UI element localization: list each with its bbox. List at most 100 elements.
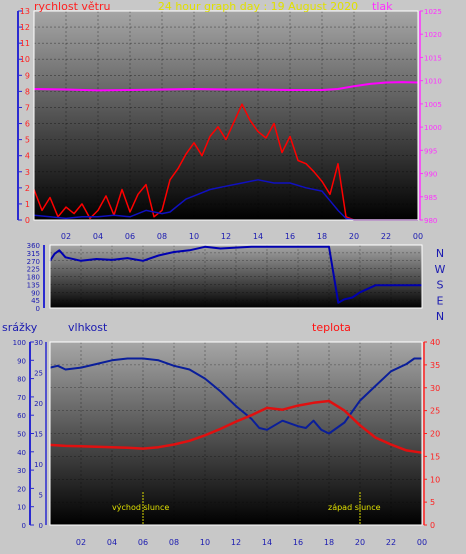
wind-tick-label: 12 [20,23,30,32]
wind-tick-label: 8 [25,87,30,96]
x-tick-label: 14 [262,538,272,547]
plot-frame [49,244,423,309]
temperature-tick-label: 25 [430,407,440,416]
rain-tick-label: 50 [17,431,26,439]
humidity-tick-label: 10 [34,461,43,469]
rain-tick-label: 100 [13,339,26,347]
pressure-tick-label: 990 [424,171,437,179]
rain-tick-label: 40 [17,449,26,457]
humidity-tick-label: 0 [39,522,43,530]
x-tick-label: 20 [349,232,359,241]
wind-direction-series [49,245,422,304]
compass-label: W [435,263,446,276]
wind-tick-label: 13 [20,7,30,16]
direction-tick-label: 225 [27,266,40,274]
x-tick-label: 06 [138,538,148,547]
pressure-tick-label: 1025 [424,8,442,16]
wind-pressure-panel: 0123456789101112139809859909951000100510… [17,7,442,241]
wind-tick-label: 9 [25,71,30,80]
rain-tick-label: 20 [17,485,26,493]
direction-tick-label: 45 [31,297,40,305]
x-tick-label: 18 [317,232,327,241]
wind-average-line [33,179,418,221]
wind-speed-label: rychlost větru [34,0,110,13]
humidity-tick-label: 20 [34,400,43,408]
chart-title: 24 hour graph day : 19 August 2020 [158,0,358,13]
compass-label: N [436,310,444,323]
rain-tick-label: 80 [17,376,26,384]
wind-tick-label: 7 [25,103,30,112]
humidity-line [49,357,422,435]
x-tick-label: 08 [157,232,167,241]
x-tick-label: 18 [324,538,334,547]
sunrise-label: východ slunce [112,503,169,512]
pressure-tick-label: 980 [424,217,437,225]
plot-frame [33,10,419,221]
x-tick-label: 14 [253,232,263,241]
pressure-tick-label: 985 [424,194,437,202]
temperature-tick-label: 35 [430,361,440,370]
wind-gust-line [33,103,418,221]
x-tick-label: 20 [355,538,365,547]
pressure-tick-label: 995 [424,147,437,155]
x-tick-label: 00 [413,232,423,241]
wind-tick-label: 10 [20,55,30,64]
rain-tick-label: 0 [22,522,26,530]
direction-tick-label: 270 [27,258,40,266]
direction-tick-label: 0 [36,305,40,313]
x-tick-label: 04 [107,538,117,547]
humidity-temperature-series [49,357,423,454]
wind-tick-label: 1 [25,200,30,209]
compass-label: S [437,279,444,292]
pressure-tick-label: 1005 [424,101,442,109]
temperature-line [49,399,423,454]
wind-tick-label: 11 [20,39,30,48]
x-tick-label: 12 [231,538,241,547]
rain-tick-label: 60 [17,412,26,420]
x-tick-label: 12 [221,232,231,241]
rain-tick-label: 10 [17,504,26,512]
x-tick-label: 02 [76,538,86,547]
wind-tick-label: 0 [25,216,30,225]
compass-label: E [437,294,444,307]
direction-tick-label: 180 [27,274,40,282]
x-tick-label: 04 [93,232,103,241]
wind-pressure-axes: 0123456789101112139809859909951000100510… [17,7,442,241]
rain-tick-label: 70 [17,394,26,402]
rain-tick-label: 30 [17,467,26,475]
temperature-tick-label: 30 [430,384,440,393]
x-tick-label: 06 [125,232,135,241]
humidity-temperature-panel: 0102030405060708090100051015202530051015… [13,338,441,547]
pressure-tick-label: 1010 [424,78,442,86]
temperature-label: teplota [312,321,351,334]
x-tick-label: 22 [386,538,396,547]
humidity-tick-label: 5 [39,492,43,500]
wind-tick-label: 3 [25,168,30,177]
direction-tick-label: 360 [27,242,40,250]
temperature-tick-label: 15 [430,452,440,461]
x-tick-label: 22 [381,232,391,241]
wind-pressure-series [33,81,419,221]
x-tick-label: 08 [169,538,179,547]
humidity-temperature-axes: 0102030405060708090100051015202530051015… [13,338,441,547]
wind-tick-label: 6 [25,120,30,129]
wind-tick-label: 2 [25,184,30,193]
temperature-tick-label: 0 [430,521,435,530]
temperature-tick-label: 20 [430,430,440,439]
x-tick-label: 16 [293,538,303,547]
wind-tick-label: 4 [25,152,30,161]
plot-frame [49,341,423,526]
wind-direction-line [49,245,422,304]
temperature-tick-label: 5 [430,498,435,507]
direction-tick-label: 315 [27,250,40,258]
direction-tick-label: 90 [31,289,40,297]
temperature-tick-label: 40 [430,338,440,347]
pressure-tick-label: 1020 [424,31,442,39]
pressure-line [33,81,419,92]
humidity-tick-label: 25 [34,370,43,378]
temperature-tick-label: 10 [430,475,440,484]
humidity-tick-label: 15 [34,431,43,439]
